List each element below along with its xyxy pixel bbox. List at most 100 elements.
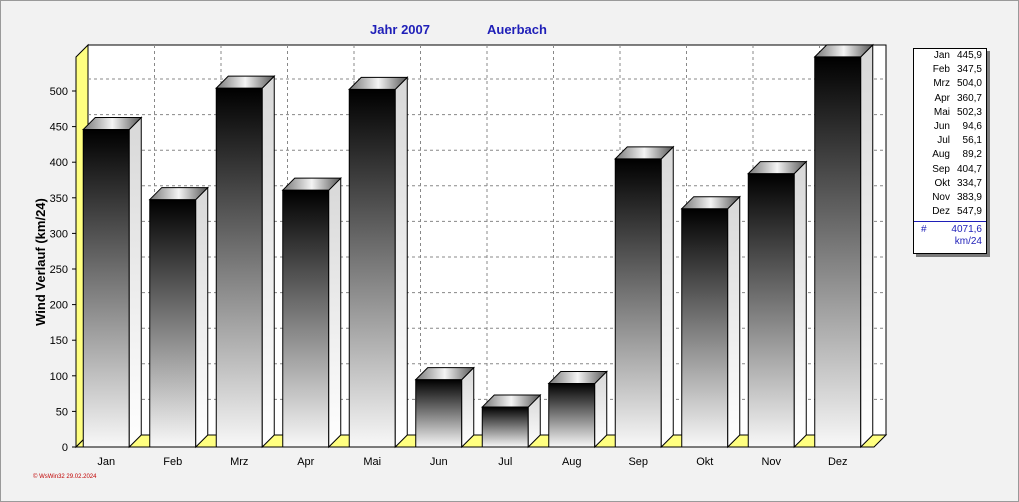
legend-value: 334,7 [956,177,982,189]
bar-dez [814,56,862,448]
bar-top-mrz [215,75,276,89]
y-tick-label: 100 [50,371,68,383]
x-tick-label: Apr [297,456,314,468]
legend-total-value: 4071,6 [951,224,982,236]
legend-row-okt: Okt 334,7 [914,177,986,191]
y-tick-label: 50 [56,406,68,418]
y-tick-label: 450 [50,122,68,134]
legend-row-dez: Dez 547,9 [914,205,986,219]
bar-apr [282,189,330,448]
bar-top-dez [813,44,874,58]
legend-total-symbol: # [921,224,927,236]
bar-top-feb [148,187,209,201]
bar-side-apr [328,176,342,449]
bar-side-feb [195,186,209,449]
x-tick-label: Jun [430,456,448,468]
legend-row-jul: Jul 56,1 [914,134,986,148]
x-tick-label: Mrz [230,456,248,468]
legend-value: 504,0 [956,78,982,90]
footer-credit: © WsWin32 29.02.2024 [33,474,97,480]
chart-title-year: Jahr 2007 [370,22,430,37]
x-tick-label: Aug [562,456,582,468]
legend-separator [914,221,986,223]
bar-side-mai [394,76,408,449]
x-tick-label: Jul [498,456,512,468]
bar-side-nov [793,160,807,449]
legend-row-jan: Jan 445,9 [914,49,986,63]
legend-rows: Jan 445,9 Feb 347,5 Mrz 504,0 Apr 360,7 Mai 502,3… [914,49,986,219]
bar-top-jun [414,367,475,381]
y-tick-label: 300 [50,228,68,240]
legend-value: 502,3 [956,106,982,118]
y-tick-label: 150 [50,335,68,347]
legend-value: 89,2 [962,149,982,161]
legend-row-feb: Feb 347,5 [914,63,986,77]
x-tick-label: Mai [363,456,381,468]
bar-top-aug [547,370,608,384]
bar-jun [415,379,463,448]
bar-top-mai [348,76,409,90]
bar-jan [82,129,130,448]
legend-row-jun: Jun 94,6 [914,120,986,134]
legend-total: # 4071,6 km/24 [914,222,986,249]
bar-jul [481,406,529,448]
legend-month: Nov [932,191,950,203]
legend-total-unit: km/24 [954,236,982,248]
legend-month: Mrz [933,78,950,90]
x-tick-label: Dez [828,456,848,468]
bar-side-jun [461,366,475,449]
legend-value: 445,9 [956,50,982,61]
x-tick-label: Okt [696,456,713,468]
y-tick-label: 250 [50,264,68,276]
legend-month: Okt [934,177,950,189]
legend-month: Dez [932,206,950,218]
legend-month: Jun [933,120,950,132]
bar-top-jan [82,117,143,131]
legend-row-apr: Apr 360,7 [914,92,986,106]
x-tick-label: Nov [761,456,781,468]
legend-value: 56,1 [962,135,982,147]
bar-feb [149,199,197,448]
legend-row-sep: Sep 404,7 [914,163,986,177]
legend-month: Mai [933,106,950,118]
legend-month: Jan [933,50,950,61]
legend-month: Jul [937,135,950,147]
y-tick-label: 350 [50,193,68,205]
legend-month: Sep [932,163,950,175]
bar-nov [747,173,795,448]
legend-row-mrz: Mrz 504,0 [914,77,986,91]
bar-top-okt [680,196,741,210]
x-tick-label: Feb [163,456,182,468]
y-tick-label: 0 [62,442,68,454]
bar-side-mrz [261,74,275,449]
bar-side-sep [660,145,674,449]
bar-top-nov [747,161,808,175]
legend-row-nov: Nov 383,9 [914,191,986,205]
bar-top-apr [281,177,342,191]
bar-sep [614,158,662,448]
legend-value: 404,7 [956,163,982,175]
chart-title-station: Auerbach [487,22,547,37]
legend-month: Apr [934,92,950,104]
legend-value: 360,7 [956,92,982,104]
legend-value: 383,9 [956,191,982,203]
bar-side-jan [128,116,142,449]
y-tick-label: 200 [50,300,68,312]
legend-row-mai: Mai 502,3 [914,106,986,120]
legend-value: 547,9 [956,206,982,218]
bar-side-dez [860,43,874,449]
x-tick-label: Sep [628,456,648,468]
y-tick-label: 500 [50,86,68,98]
legend-month: Feb [932,64,950,76]
bar-top-sep [614,146,675,160]
legend-row-aug: Aug 89,2 [914,148,986,162]
bar-top-jul [481,394,542,408]
bar-mai [348,88,396,448]
bar-aug [548,382,596,448]
legend-month: Aug [932,149,950,161]
bar-okt [681,208,729,448]
legend-box: Jan 445,9 Feb 347,5 Mrz 504,0 Apr 360,7 Mai 502,3… [913,48,987,254]
y-tick-label: 400 [50,157,68,169]
y-axis-label: Wind Verlauf (km/24) [33,198,48,326]
